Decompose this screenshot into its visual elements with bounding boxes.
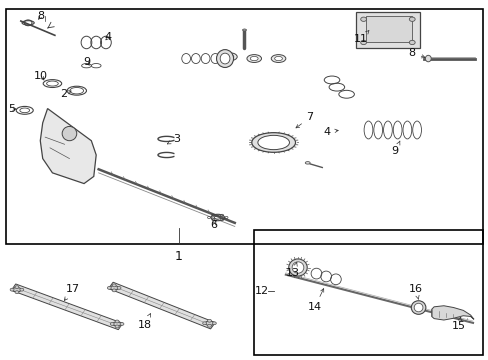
Circle shape [207, 319, 211, 322]
Text: 9: 9 [83, 57, 90, 67]
Text: 1: 1 [175, 249, 183, 263]
Text: 9: 9 [391, 141, 399, 157]
Ellipse shape [413, 303, 422, 312]
Text: 16: 16 [408, 284, 422, 300]
Ellipse shape [291, 262, 303, 273]
Circle shape [10, 288, 14, 291]
Ellipse shape [220, 53, 229, 64]
Ellipse shape [13, 288, 21, 292]
Ellipse shape [113, 322, 121, 326]
Circle shape [408, 40, 414, 45]
Circle shape [360, 40, 366, 45]
Polygon shape [431, 306, 473, 320]
Polygon shape [356, 12, 419, 48]
Bar [366, 16, 411, 42]
Text: 2: 2 [60, 89, 71, 99]
Ellipse shape [110, 286, 118, 290]
Circle shape [115, 325, 119, 328]
Ellipse shape [225, 55, 233, 59]
Polygon shape [40, 109, 96, 184]
Ellipse shape [274, 57, 282, 61]
Text: 4: 4 [104, 32, 112, 42]
Polygon shape [108, 282, 215, 329]
Circle shape [15, 291, 19, 294]
Text: 13: 13 [285, 262, 300, 278]
Circle shape [202, 322, 206, 325]
Circle shape [115, 320, 119, 323]
Ellipse shape [257, 135, 289, 150]
Text: 7: 7 [295, 112, 313, 128]
Ellipse shape [251, 133, 295, 152]
Text: 5: 5 [9, 104, 16, 113]
Circle shape [110, 323, 114, 325]
Ellipse shape [271, 55, 285, 63]
Circle shape [112, 289, 116, 292]
Circle shape [207, 324, 211, 327]
Circle shape [20, 288, 24, 291]
Ellipse shape [204, 321, 213, 325]
Text: 6: 6 [210, 220, 217, 230]
Polygon shape [11, 284, 122, 330]
Circle shape [212, 322, 216, 325]
Text: 15: 15 [450, 317, 465, 332]
Text: 3: 3 [167, 134, 180, 144]
Text: 11: 11 [353, 31, 368, 44]
Bar [254, 230, 482, 355]
Text: 14: 14 [307, 289, 323, 312]
Circle shape [107, 287, 111, 289]
Ellipse shape [288, 259, 306, 276]
Bar [6, 9, 482, 244]
Circle shape [15, 286, 19, 289]
Text: 18: 18 [138, 314, 152, 330]
Ellipse shape [62, 126, 77, 141]
Circle shape [117, 287, 121, 289]
Ellipse shape [410, 301, 425, 314]
Text: 10: 10 [34, 71, 48, 81]
Circle shape [408, 17, 414, 21]
Text: 17: 17 [64, 284, 80, 301]
Text: 4: 4 [323, 127, 338, 137]
Ellipse shape [425, 55, 430, 62]
Ellipse shape [242, 29, 246, 31]
Ellipse shape [305, 162, 309, 164]
Text: 8: 8 [38, 11, 45, 21]
Ellipse shape [250, 57, 258, 61]
Ellipse shape [222, 53, 237, 61]
Circle shape [360, 17, 366, 21]
Ellipse shape [246, 55, 261, 63]
Text: 12: 12 [254, 286, 268, 296]
Circle shape [120, 323, 123, 325]
Text: 8: 8 [408, 48, 424, 58]
Circle shape [112, 284, 116, 287]
Ellipse shape [216, 50, 233, 67]
